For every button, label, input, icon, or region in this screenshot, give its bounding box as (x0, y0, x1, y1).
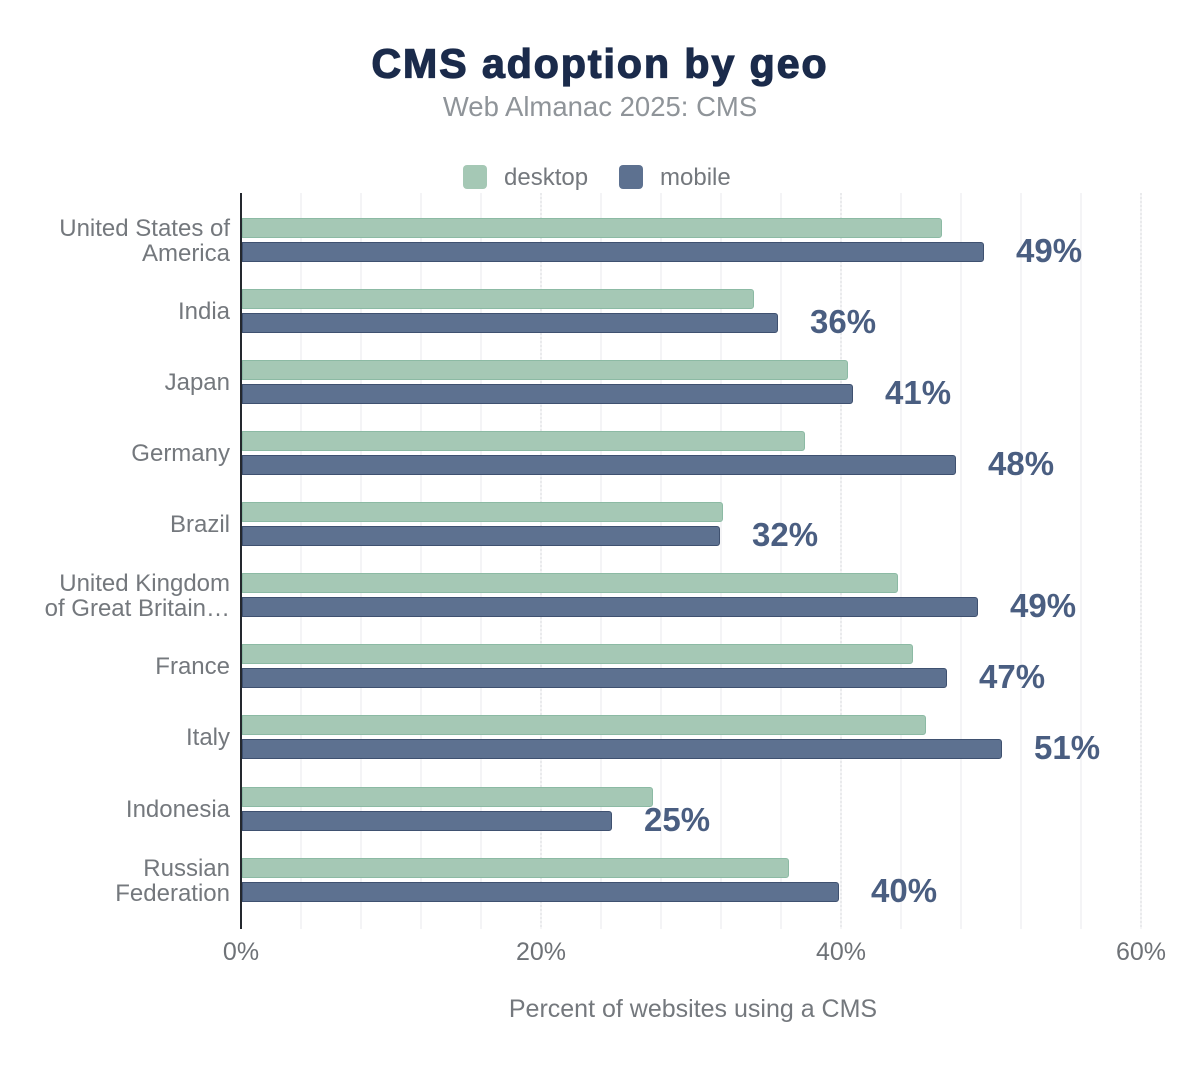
svg-text:60%: 60% (1116, 938, 1166, 966)
svg-text:Brazil: Brazil (170, 511, 230, 538)
svg-text:United Kingdom: United Kingdom (59, 570, 230, 597)
svg-text:Web Almanac 2025: CMS: Web Almanac 2025: CMS (443, 91, 757, 122)
svg-text:Italy: Italy (186, 724, 230, 751)
svg-text:47%: 47% (979, 658, 1045, 695)
svg-text:41%: 41% (885, 374, 951, 411)
svg-text:49%: 49% (1016, 232, 1082, 269)
svg-text:Indonesia: Indonesia (126, 796, 231, 823)
svg-text:36%: 36% (810, 303, 876, 340)
svg-text:France: France (155, 653, 230, 680)
svg-text:48%: 48% (988, 445, 1054, 482)
svg-text:America: America (142, 240, 231, 267)
svg-text:desktop: desktop (504, 164, 588, 191)
svg-text:40%: 40% (871, 872, 937, 909)
svg-text:20%: 20% (516, 938, 566, 966)
svg-text:Percent of websites using a CM: Percent of websites using a CMS (509, 995, 877, 1023)
svg-text:0%: 0% (223, 938, 259, 966)
svg-text:United States of: United States of (59, 215, 230, 242)
svg-text:40%: 40% (816, 938, 866, 966)
svg-text:Federation: Federation (115, 880, 230, 907)
svg-text:51%: 51% (1034, 729, 1100, 766)
svg-text:mobile: mobile (660, 164, 731, 191)
svg-text:Germany: Germany (131, 440, 230, 467)
svg-text:Japan: Japan (165, 369, 230, 396)
svg-text:49%: 49% (1010, 587, 1076, 624)
svg-text:Russian: Russian (143, 855, 230, 882)
svg-text:India: India (178, 298, 231, 325)
svg-text:32%: 32% (752, 516, 818, 553)
svg-text:CMS adoption by geo: CMS adoption by geo (371, 41, 828, 87)
svg-text:of Great Britain…: of Great Britain… (45, 595, 230, 622)
svg-text:25%: 25% (644, 801, 710, 838)
